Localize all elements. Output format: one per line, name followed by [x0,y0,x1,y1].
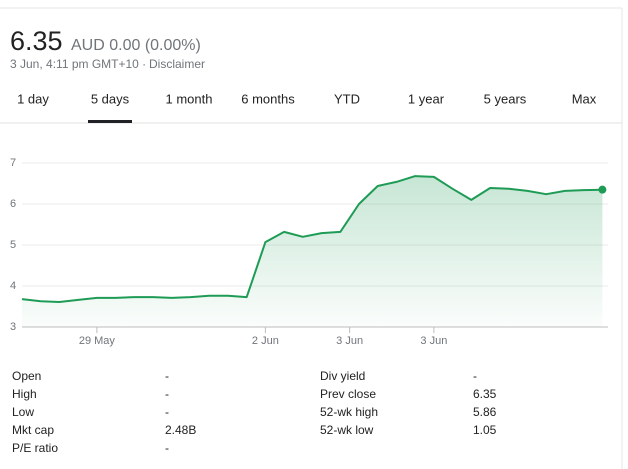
stat-label: P/E ratio [12,441,58,455]
stat-value: - [165,369,169,383]
stat-value: - [165,441,169,455]
last-point [598,185,607,194]
stat-label: Prev close [320,387,376,401]
range-tab[interactable]: YTD [334,91,360,106]
range-tab[interactable]: 1 year [408,91,445,106]
y-tick-label: 5 [10,239,16,251]
range-tab[interactable]: 1 month [166,91,213,106]
stat-value: - [473,369,477,383]
disclaimer-link[interactable]: Disclaimer [149,57,205,71]
stat-label: Div yield [320,369,365,383]
stat-label: Mkt cap [12,423,54,437]
range-tab[interactable]: 1 day [17,91,49,106]
stat-value: 6.35 [473,387,497,401]
price-line [21,175,603,303]
stat-value: 5.86 [473,405,497,419]
x-tick-label: 29 May [79,335,116,347]
stat-label: 52-wk low [320,423,374,437]
price: 6.35 [10,26,63,56]
stat-label: 52-wk high [320,405,378,419]
stat-value: - [165,387,169,401]
stat-value: 2.48B [165,423,196,437]
tab-underline [88,120,132,123]
y-tick-label: 7 [10,157,16,169]
y-tick-label: 4 [10,280,16,292]
x-tick-label: 3 Jun [336,335,363,347]
range-tab[interactable]: Max [572,91,597,106]
stat-value: - [165,405,169,419]
x-tick-label: 2 Jun [252,335,279,347]
range-tab[interactable]: 6 months [241,91,295,106]
stat-label: Open [12,369,41,383]
x-tick-label: 3 Jun [420,335,447,347]
price-change: AUD 0.00 (0.00%) [71,37,201,54]
price-area [22,176,603,327]
range-tab[interactable]: 5 years [484,91,527,106]
y-tick-label: 3 [10,321,16,333]
range-tab[interactable]: 5 days [91,91,130,106]
timestamp: 3 Jun, 4:11 pm GMT+10 · [10,57,146,71]
y-tick-label: 6 [10,198,16,210]
stat-value: 1.05 [473,423,497,437]
stat-label: Low [12,405,34,419]
stat-label: High [12,387,37,401]
